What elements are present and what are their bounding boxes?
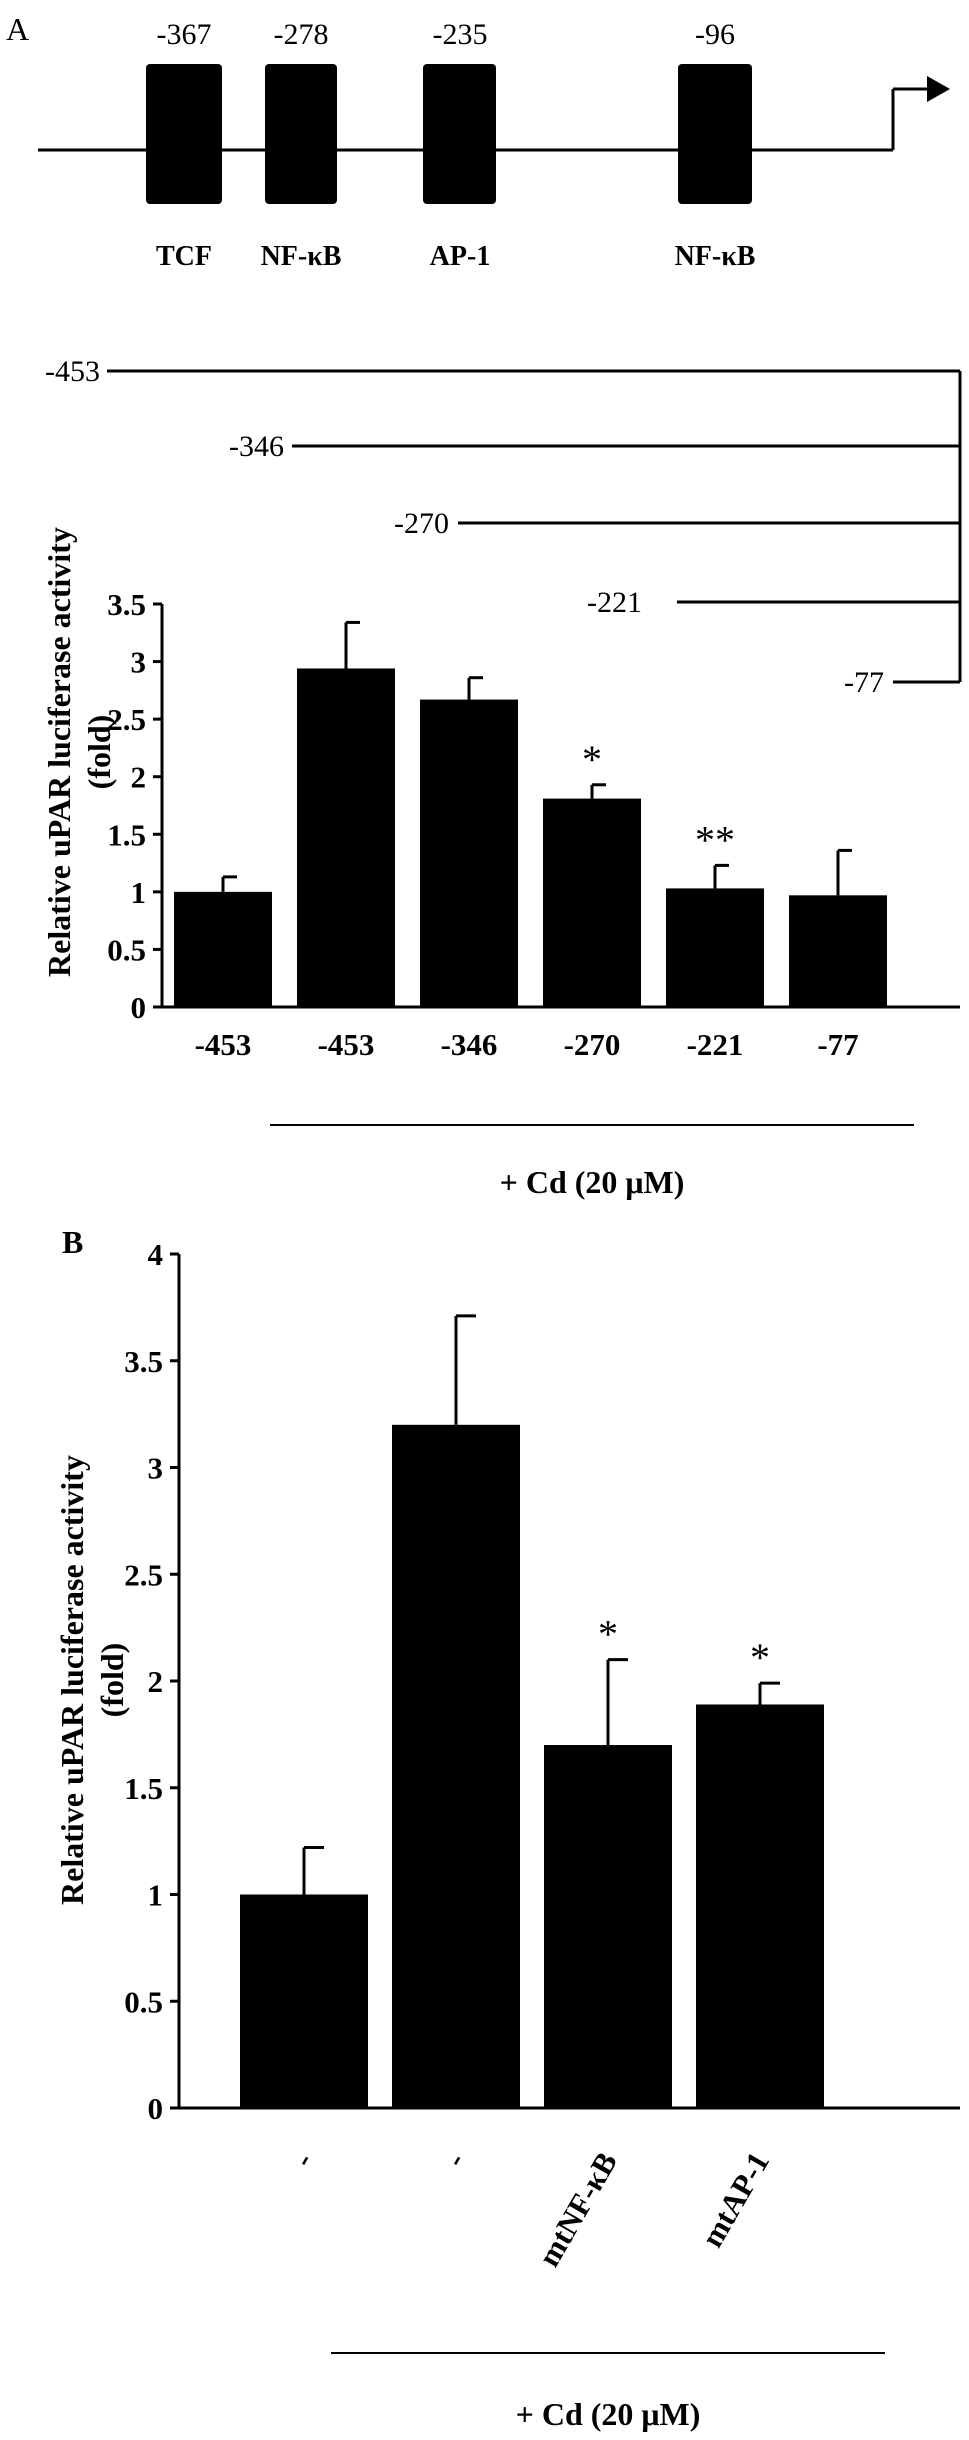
- y-axis-title-line: (fold): [94, 1643, 130, 1718]
- y-tick-label: 1.5: [124, 1771, 163, 1806]
- y-tick-label: 0.5: [124, 1984, 163, 2019]
- y-tick-label: 4: [148, 1237, 164, 1272]
- y-tick-label: 1.5: [107, 817, 146, 852]
- site-name: AP-1: [430, 241, 491, 272]
- y-axis-title-line: Relative uPAR luciferase activity: [54, 1455, 90, 1905]
- x-tick-label: -270: [564, 1027, 621, 1062]
- bar: [174, 891, 272, 1007]
- treatment-label: + Cd (20 μM): [516, 2396, 701, 2432]
- bar: [240, 1894, 368, 2108]
- chart-b: 0 0.5 1 1.5 2 2.5 3 3.5 4 Relative uPAR luciferas…: [54, 1237, 960, 2432]
- tss-arrow-icon: [927, 76, 950, 102]
- y-axis-title-line: (fold): [81, 715, 117, 790]
- y-tick-label: 0: [131, 990, 147, 1025]
- bar: [666, 888, 764, 1007]
- panel-a-label: A: [6, 11, 29, 47]
- y-axis-title: Relative uPAR luciferase activity (fold): [54, 1455, 130, 1905]
- significance-marker: *: [750, 1635, 770, 1680]
- bar: [544, 1745, 672, 2108]
- y-tick-label: 3.5: [107, 587, 146, 622]
- x-tick-label: -221: [687, 1027, 744, 1062]
- site-box-ap1: [423, 64, 496, 204]
- significance-marker: *: [582, 737, 602, 782]
- bar: [420, 699, 518, 1007]
- y-axis-title: Relative uPAR luciferase activity (fold): [41, 527, 117, 977]
- y-tick-label: 3: [131, 645, 147, 680]
- site-position: -96: [695, 18, 735, 51]
- y-tick-label: 3.5: [124, 1344, 163, 1379]
- bar: [696, 1704, 824, 2108]
- site-box-tcf: [146, 64, 222, 204]
- promoter-map: -367 -278 -235 -96 TCF NF-κB AP-1 NF-κB: [38, 18, 950, 272]
- bar: [297, 668, 395, 1007]
- deletion-constructs: -453 -346 -270 -221 -77: [45, 355, 962, 699]
- y-tick-label: 3: [148, 1451, 164, 1486]
- bar: [543, 798, 641, 1007]
- x-tick-label: -: [285, 2146, 320, 2172]
- y-tick-label: 2: [131, 760, 147, 795]
- treatment-label: + Cd (20 μM): [500, 1164, 685, 1200]
- site-name: NF-κB: [261, 241, 342, 272]
- y-tick-label: 2.5: [124, 1557, 163, 1592]
- x-tick-label: -: [437, 2146, 472, 2172]
- site-name: TCF: [156, 241, 212, 272]
- bar: [789, 895, 887, 1007]
- panel-b-label: B: [62, 1224, 83, 1260]
- x-tick-label: mtAP-1: [694, 2146, 776, 2253]
- y-tick-label: 2.5: [107, 702, 146, 737]
- construct-label: -453: [45, 355, 100, 388]
- site-name: NF-κB: [675, 241, 756, 272]
- significance-marker: *: [598, 1612, 618, 1657]
- y-tick-label: 0: [148, 2091, 164, 2126]
- significance-marker: **: [695, 817, 735, 862]
- y-tick-label: 2: [148, 1664, 164, 1699]
- bar: [392, 1424, 520, 2108]
- construct-label: -346: [229, 430, 284, 463]
- x-tick-label: -77: [817, 1027, 858, 1062]
- site-position: -235: [433, 18, 488, 51]
- construct-label: -221: [587, 586, 642, 619]
- x-tick-label: mtNF-κB: [531, 2146, 624, 2272]
- construct-label: -77: [844, 666, 884, 699]
- site-box-nfkb-2: [678, 64, 752, 204]
- site-position: -278: [274, 18, 329, 51]
- x-tick-label: -453: [195, 1027, 252, 1062]
- site-position: -367: [157, 18, 212, 51]
- x-tick-label: -346: [441, 1027, 498, 1062]
- y-tick-label: 1: [131, 875, 147, 910]
- y-tick-label: 1: [148, 1878, 164, 1913]
- site-box-nfkb-1: [265, 64, 337, 204]
- y-axis-title-line: Relative uPAR luciferase activity: [41, 527, 77, 977]
- construct-label: -270: [394, 507, 449, 540]
- y-tick-label: 0.5: [107, 932, 146, 967]
- x-tick-label: -453: [318, 1027, 375, 1062]
